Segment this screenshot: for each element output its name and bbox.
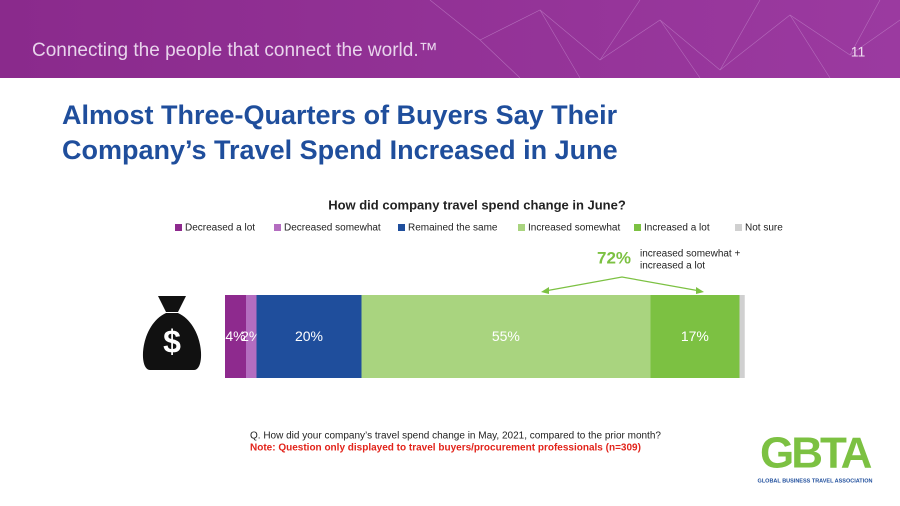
logo-mark: GBTA xyxy=(760,429,872,478)
page-number: 11 xyxy=(851,44,866,60)
annotation-text: increased somewhat + xyxy=(640,249,740,260)
logo-text: GLOBAL BUSINESS TRAVEL ASSOCIATION xyxy=(758,478,873,484)
legend-label: Remained the same xyxy=(408,223,498,234)
slide-title: Company’s Travel Spend Increased in June xyxy=(62,135,618,165)
bar-segment xyxy=(361,295,651,378)
header-band xyxy=(0,0,900,78)
legend-swatch xyxy=(735,224,742,231)
legend-swatch xyxy=(274,224,281,231)
annotation-text: increased a lot xyxy=(640,261,705,272)
legend-label: Decreased somewhat xyxy=(284,223,381,234)
data-label: 20% xyxy=(295,328,323,344)
legend-label: Increased somewhat xyxy=(528,223,620,234)
data-label: 4% xyxy=(225,328,245,344)
legend-label: Decreased a lot xyxy=(185,223,255,234)
data-label: 2% xyxy=(241,328,261,344)
bar-segment xyxy=(739,295,745,378)
logo: GBTA GLOBAL BUSINESS TRAVEL ASSOCIATION xyxy=(758,429,875,485)
bar-segment xyxy=(246,295,257,378)
bar-segment xyxy=(650,295,740,378)
chart-title: How did company travel spend change in J… xyxy=(328,197,626,212)
legend-label: Increased a lot xyxy=(644,223,710,234)
legend-swatch xyxy=(398,224,405,231)
header-tagline: Connecting the people that connect the w… xyxy=(32,40,438,61)
data-label: 17% xyxy=(681,328,709,344)
legend-swatch xyxy=(175,224,182,231)
legend-swatch xyxy=(518,224,525,231)
footnote-note: Note: Question only displayed to travel … xyxy=(250,443,641,454)
bar-segment xyxy=(225,295,246,378)
footnote: Q. How did your company’s travel spend c… xyxy=(250,431,661,442)
svg-text:$: $ xyxy=(163,323,181,359)
money-bag-icon: $ xyxy=(142,296,202,370)
annotation-value: 72% xyxy=(597,248,631,267)
header-pattern xyxy=(429,0,900,79)
legend-swatch xyxy=(634,224,641,231)
slide-title: Almost Three-Quarters of Buyers Say Thei… xyxy=(62,100,618,130)
data-label: 55% xyxy=(492,328,520,344)
bar-segment xyxy=(256,295,362,378)
legend-label: Not sure xyxy=(745,223,783,234)
annotation-arrow xyxy=(541,276,704,294)
